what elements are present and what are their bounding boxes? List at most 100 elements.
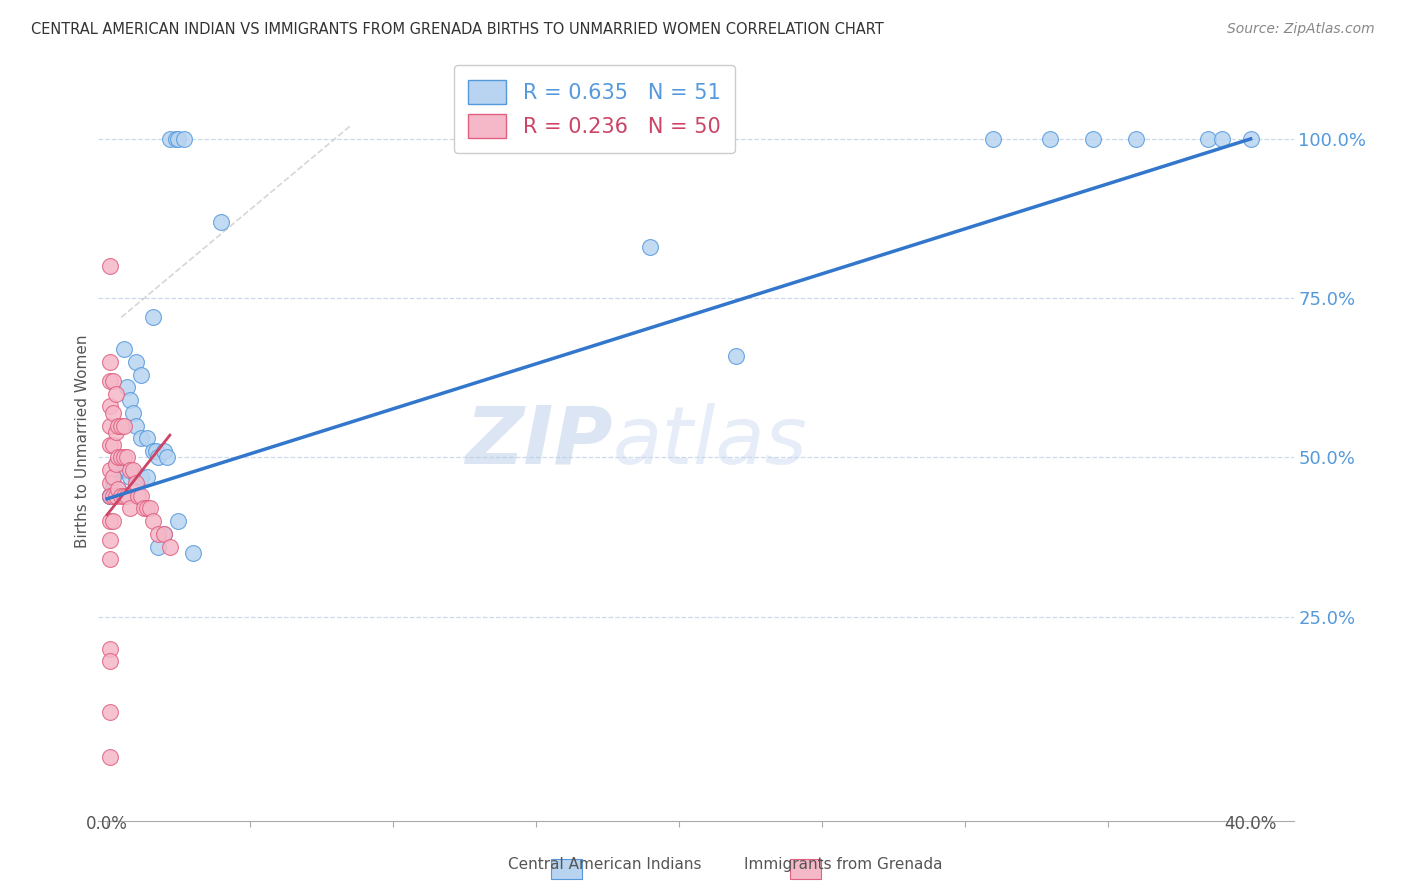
Point [98, 750, 121, 764]
Point [134, 501, 156, 516]
Point [121, 463, 143, 477]
Point [115, 380, 138, 394]
Point [124, 418, 146, 433]
Point [104, 489, 127, 503]
Point [167, 514, 190, 528]
Point [142, 444, 165, 458]
Point [98, 355, 121, 369]
Point [98, 489, 121, 503]
Point [98, 514, 121, 528]
Point [153, 444, 176, 458]
Point [98, 489, 121, 503]
Point [101, 374, 124, 388]
Point [131, 368, 153, 382]
Point [118, 463, 141, 477]
Point [1197, 132, 1219, 146]
Point [181, 546, 204, 560]
Point [148, 540, 170, 554]
Point [131, 469, 153, 483]
Point [101, 483, 124, 497]
Point [98, 475, 121, 490]
Text: CENTRAL AMERICAN INDIAN VS IMMIGRANTS FROM GRENADA BIRTHS TO UNMARRIED WOMEN COR: CENTRAL AMERICAN INDIAN VS IMMIGRANTS FR… [31, 22, 884, 37]
Point [159, 132, 181, 146]
Point [110, 418, 132, 433]
Point [1239, 132, 1261, 146]
Legend: R = 0.635   N = 51, R = 0.236   N = 50: R = 0.635 N = 51, R = 0.236 N = 50 [454, 65, 735, 153]
Point [142, 514, 165, 528]
Text: 40.0%: 40.0% [1225, 815, 1277, 833]
Point [101, 469, 124, 483]
Point [101, 406, 124, 420]
Point [115, 463, 138, 477]
Point [98, 654, 121, 668]
Point [124, 475, 146, 490]
Point [107, 483, 129, 497]
Text: Central American Indians: Central American Indians [508, 857, 702, 872]
Point [981, 132, 1004, 146]
Point [115, 489, 138, 503]
Point [98, 489, 121, 503]
Point [104, 483, 127, 497]
Point [148, 527, 170, 541]
Point [1125, 132, 1147, 146]
Point [112, 489, 135, 503]
Point [98, 641, 121, 656]
Point [139, 501, 162, 516]
Point [124, 355, 146, 369]
Point [98, 418, 121, 433]
Point [112, 463, 135, 477]
Point [107, 463, 129, 477]
Point [136, 501, 159, 516]
Point [98, 489, 121, 503]
Point [110, 457, 132, 471]
Point [136, 431, 159, 445]
Point [107, 418, 129, 433]
Point [98, 463, 121, 477]
Point [98, 260, 121, 274]
Point [153, 527, 176, 541]
Point [118, 393, 141, 408]
Point [104, 457, 127, 471]
Point [104, 386, 127, 401]
Text: Immigrants from Grenada: Immigrants from Grenada [744, 857, 943, 872]
Point [142, 310, 165, 325]
Text: Source: ZipAtlas.com: Source: ZipAtlas.com [1227, 22, 1375, 37]
Point [107, 450, 129, 465]
Point [153, 527, 176, 541]
Point [98, 489, 121, 503]
Point [112, 342, 135, 356]
Point [124, 469, 146, 483]
Point [167, 132, 190, 146]
Point [638, 240, 661, 254]
Point [101, 475, 124, 490]
Y-axis label: Births to Unmarried Women: Births to Unmarried Women [75, 334, 90, 549]
Text: atlas: atlas [613, 402, 807, 481]
Point [98, 552, 121, 566]
Point [159, 540, 181, 554]
Point [101, 438, 124, 452]
Point [98, 374, 121, 388]
Point [118, 501, 141, 516]
Point [156, 450, 179, 465]
Text: ZIP: ZIP [465, 402, 613, 481]
Point [115, 450, 138, 465]
Point [1211, 132, 1233, 146]
Point [165, 132, 187, 146]
Text: 0.0%: 0.0% [86, 815, 128, 833]
Point [112, 418, 135, 433]
Point [98, 706, 121, 720]
Point [118, 469, 141, 483]
Point [112, 450, 135, 465]
Point [101, 514, 124, 528]
Point [104, 425, 127, 439]
Point [98, 489, 121, 503]
Point [131, 431, 153, 445]
Point [724, 349, 747, 363]
Point [98, 533, 121, 548]
Point [101, 489, 124, 503]
Point [148, 450, 170, 465]
Point [107, 483, 129, 497]
Point [110, 450, 132, 465]
Point [1039, 132, 1062, 146]
Point [1083, 132, 1105, 146]
